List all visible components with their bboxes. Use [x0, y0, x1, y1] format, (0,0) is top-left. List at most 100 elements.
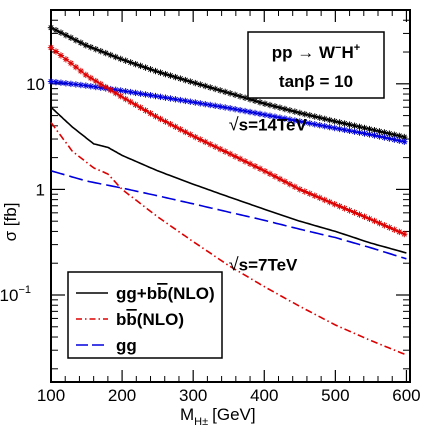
x-tick-label: 100: [37, 386, 65, 405]
marker-stroke: [78, 40, 84, 46]
marker-stroke: [167, 121, 174, 127]
marker-stroke: [371, 132, 378, 138]
series-marker-gg14: [197, 100, 204, 107]
major-ticks: [50, 10, 410, 382]
series-marker-bb14: [386, 224, 393, 231]
series-marker-gg14: [117, 87, 124, 94]
series-marker-bb14: [117, 92, 124, 100]
series-marker-gg14: [182, 97, 189, 105]
marker-stroke: [212, 103, 218, 109]
series-marker-bb14: [276, 175, 284, 183]
series-marker-tot14: [167, 72, 174, 79]
series-marker-gg14: [386, 135, 393, 142]
series-marker-bb14: [167, 120, 174, 128]
marker-stroke: [133, 61, 139, 67]
series-marker-gg14: [276, 114, 284, 121]
legend-label-main: gg+b: [116, 284, 157, 303]
series-marker-gg14: [52, 78, 60, 86]
marker-stroke: [123, 58, 129, 64]
series-marker-tot14: [97, 47, 104, 55]
series-marker-gg14: [92, 83, 99, 91]
marker-stroke: [182, 77, 188, 83]
series-marker-bb14: [192, 133, 199, 141]
series-marker-bb14: [221, 148, 229, 155]
series-marker-tot14: [331, 118, 338, 125]
marker-stroke: [48, 78, 54, 85]
marker-stroke: [172, 74, 178, 80]
series-marker-bb14: [157, 115, 164, 123]
marker-stroke: [113, 54, 119, 60]
series-marker-bb14: [296, 186, 304, 193]
marker-stroke: [207, 84, 213, 91]
marker-stroke: [133, 102, 139, 108]
series-marker-bb14: [381, 222, 388, 229]
marker-stroke: [137, 105, 144, 111]
series-marker-bb14: [261, 167, 269, 175]
series-marker-bb14: [177, 126, 184, 133]
process-line-1-main: pp → W: [272, 43, 336, 62]
series-marker-tot14: [371, 127, 378, 134]
series-marker-bb14: [182, 128, 189, 136]
series-marker-gg14: [271, 113, 279, 120]
marker-stroke: [282, 106, 288, 112]
marker-stroke: [53, 27, 59, 33]
series-marker-bb14: [132, 101, 139, 108]
series-marker-bb14: [226, 150, 234, 158]
marker-stroke: [401, 134, 407, 140]
series-marker-gg14: [401, 138, 408, 145]
series-marker-bb14: [202, 138, 209, 146]
series-marker-tot14: [177, 75, 184, 82]
marker-stroke: [128, 99, 134, 105]
legend-label-suffix: (NLO): [137, 310, 184, 329]
series-marker-gg14: [132, 89, 139, 97]
process-line-1: pp → W−H+: [272, 42, 360, 62]
series-marker-bb14: [366, 215, 373, 222]
marker-stroke: [287, 107, 293, 113]
series-marker-bb14: [102, 83, 109, 91]
series-marker-bb14: [326, 198, 333, 206]
series-marker-gg14: [62, 80, 70, 87]
marker-stroke: [351, 123, 358, 129]
series-marker-tot14: [152, 67, 159, 75]
marker-stroke: [346, 207, 353, 214]
series-marker-gg14: [137, 90, 144, 97]
marker-stroke: [212, 86, 218, 92]
marker-stroke: [332, 201, 338, 207]
marker-stroke: [187, 131, 193, 138]
y-tick-label: 10−1: [0, 284, 31, 305]
marker-stroke: [147, 110, 154, 116]
marker-stroke: [247, 161, 253, 167]
series-marker-gg14: [216, 103, 224, 110]
series-marker-gg14: [286, 116, 294, 123]
series-marker-tot14: [306, 112, 313, 119]
series-marker-tot14: [147, 66, 154, 73]
series-marker-bb14: [236, 155, 244, 163]
series-marker-tot14: [321, 115, 328, 123]
marker-stroke: [78, 68, 84, 74]
marker-stroke: [227, 90, 233, 96]
series-marker-gg14: [391, 136, 398, 143]
marker-stroke: [177, 76, 183, 82]
marker-stroke: [282, 116, 288, 122]
series-marker-tot14: [212, 85, 219, 93]
series-marker-gg14: [341, 126, 348, 134]
series-marker-bb14: [97, 80, 104, 88]
marker-stroke: [63, 80, 69, 86]
marker-stroke: [118, 56, 124, 62]
marker-stroke: [396, 133, 402, 139]
series-marker-gg14: [361, 130, 368, 137]
marker-stroke: [322, 116, 328, 122]
series-marker-tot14: [231, 91, 239, 99]
series-marker-gg14: [87, 83, 95, 90]
y-tick-label: 1: [36, 180, 45, 199]
marker-stroke: [128, 89, 134, 95]
energy-label: √s=7TeV: [229, 255, 298, 275]
marker-stroke: [232, 92, 238, 98]
marker-stroke: [142, 91, 149, 98]
marker-stroke: [177, 97, 183, 103]
series-layer: [47, 24, 408, 356]
series-marker-bb14: [391, 226, 398, 233]
marker-stroke: [68, 60, 74, 66]
series-marker-gg14: [231, 106, 239, 113]
marker-stroke: [202, 139, 208, 145]
